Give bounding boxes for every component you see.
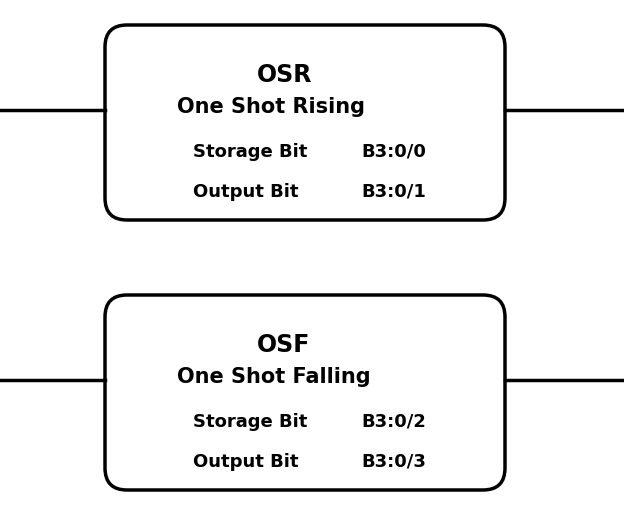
Text: Output Bit: Output Bit [193, 183, 298, 201]
Text: Storage Bit: Storage Bit [193, 143, 308, 161]
Text: Storage Bit: Storage Bit [193, 413, 308, 431]
Text: B3:0/3: B3:0/3 [361, 453, 426, 471]
Text: One Shot Rising: One Shot Rising [177, 97, 365, 117]
Text: B3:0/0: B3:0/0 [361, 143, 426, 161]
Text: OSF: OSF [257, 333, 310, 357]
Text: B3:0/2: B3:0/2 [361, 413, 426, 431]
Text: OSR: OSR [257, 63, 313, 87]
Text: Output Bit: Output Bit [193, 453, 298, 471]
Text: B3:0/1: B3:0/1 [361, 183, 426, 201]
FancyBboxPatch shape [105, 295, 505, 490]
FancyBboxPatch shape [105, 25, 505, 220]
Text: One Shot Falling: One Shot Falling [177, 367, 371, 387]
